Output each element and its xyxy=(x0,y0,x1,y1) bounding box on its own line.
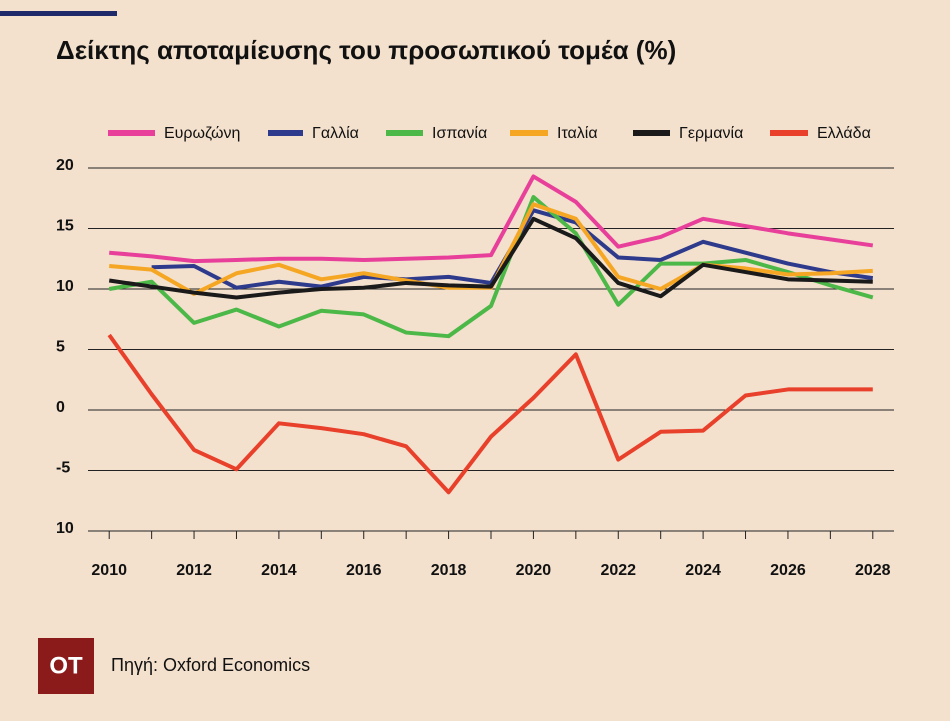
x-tick-label: 2024 xyxy=(685,562,721,579)
x-tick-label: 2020 xyxy=(516,562,552,579)
x-tick-label: 2010 xyxy=(91,562,127,579)
y-tick-label: -5 xyxy=(56,460,70,477)
legend-label: Γαλλία xyxy=(312,125,359,142)
top-bar xyxy=(0,11,117,16)
y-tick-label: 5 xyxy=(56,339,65,356)
logo-box xyxy=(38,638,94,694)
x-tick-label: 2022 xyxy=(600,562,636,579)
legend-label: Ελλάδα xyxy=(817,125,871,142)
x-tick-label: 2014 xyxy=(261,562,297,579)
x-tick-label: 2018 xyxy=(431,562,467,579)
x-tick-label: 2012 xyxy=(176,562,212,579)
legend-label: Ισπανία xyxy=(432,125,487,142)
series-line xyxy=(109,174,874,264)
source: Πηγή: Oxford Economics xyxy=(111,655,310,675)
y-tick-label: 20 xyxy=(56,157,74,174)
legend-label: Ευρωζώνη xyxy=(164,125,240,142)
series-line xyxy=(108,195,874,339)
y-tick-label: 10 xyxy=(56,278,74,295)
x-tick-label: 2028 xyxy=(855,562,891,579)
x-tick-label: 2026 xyxy=(770,562,806,579)
y-tick-label: 15 xyxy=(56,218,74,235)
logo: OT xyxy=(49,652,83,679)
legend-label: Γερμανία xyxy=(679,125,743,142)
y-tick-label: 0 xyxy=(56,399,65,416)
legend-label: Ιταλία xyxy=(557,125,598,142)
y-tick-label: 10 xyxy=(56,520,74,537)
series-line xyxy=(107,333,873,495)
series-line xyxy=(108,216,873,300)
x-tick-label: 2016 xyxy=(346,562,382,579)
chart-title: Δείκτης αποταμίευσης του προσωπικού τομέ… xyxy=(56,35,676,65)
